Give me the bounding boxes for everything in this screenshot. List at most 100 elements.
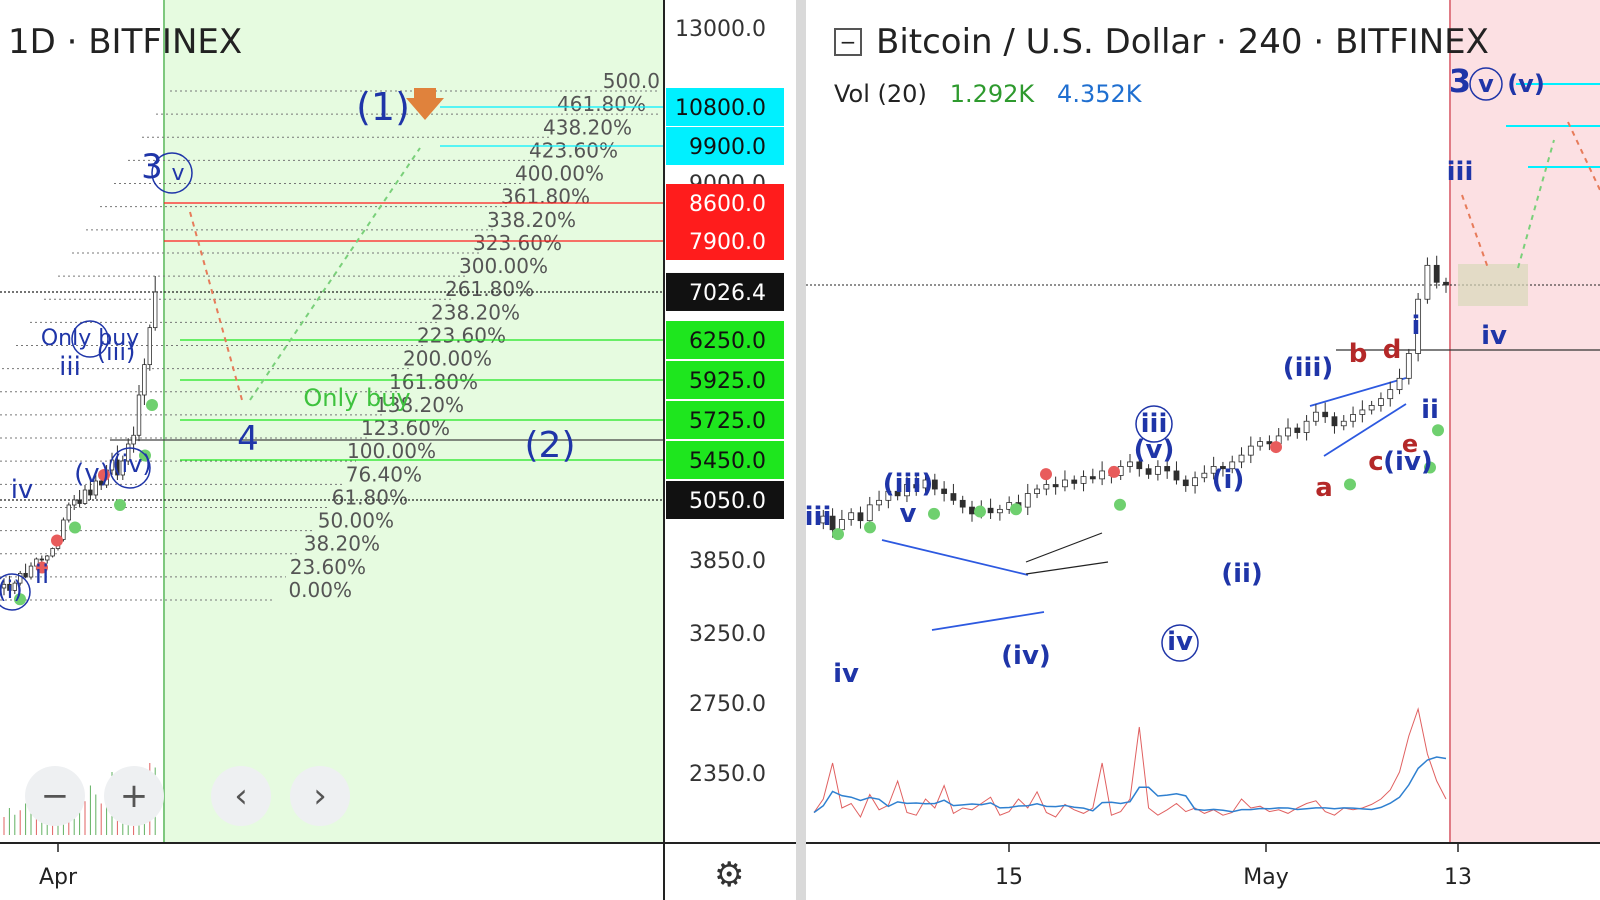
projection-zone	[164, 0, 664, 843]
projected-drop-arrow-2	[1567, 121, 1600, 191]
wave-label-15: e	[1402, 430, 1418, 458]
fib-label: 461.80%	[557, 92, 646, 116]
candle-body	[1173, 470, 1180, 481]
price-tick: 2350.0	[689, 762, 766, 787]
left-chart-panel: 500.0 461.80% 438.20% 423.60% 400.00% 361.80%…	[0, 0, 796, 900]
price-tag-bg	[666, 481, 784, 519]
price-tag-6250.0: 6250.0	[689, 329, 766, 354]
wave-circle	[1469, 67, 1503, 101]
candle-body	[1415, 298, 1422, 354]
wave-label-19: iii	[1447, 157, 1474, 187]
candle-body	[1303, 420, 1310, 433]
flag-bottom	[1025, 561, 1109, 575]
candle-body	[142, 364, 147, 396]
candle-body	[1154, 466, 1161, 475]
candle-body	[1145, 468, 1152, 475]
left-time-axis: Apr	[39, 843, 78, 890]
candle-body	[1229, 461, 1236, 470]
wave-label-14: d	[1383, 335, 1402, 365]
candle-body	[1378, 398, 1384, 406]
candle-body	[904, 484, 910, 497]
volume-value-b: 4.352K	[1057, 80, 1142, 108]
candle-body	[152, 291, 158, 329]
candle-body	[77, 499, 82, 504]
left-candles	[1, 276, 158, 606]
left-chart-canvas[interactable]: 500.0461.80%438.20%423.60%400.00%361.80%…	[0, 0, 796, 900]
fib-label: 0.00%	[288, 578, 352, 602]
buy-signal-dot	[928, 507, 940, 520]
price-tag-7026.4: 7026.4	[689, 281, 766, 306]
candle-body	[131, 434, 136, 445]
candle-body	[987, 507, 994, 514]
fib-levels: 500.0461.80%438.20%423.60%400.00%361.80%…	[0, 69, 660, 602]
wave-label-1: iv	[833, 659, 859, 689]
candle-body	[1210, 466, 1217, 474]
volume-average-line	[813, 756, 1447, 814]
candle-body	[12, 582, 17, 591]
candle-body	[1285, 427, 1291, 437]
candle-body	[1387, 389, 1394, 400]
wave-label-8: (i)	[1212, 465, 1245, 495]
candle-body	[66, 504, 71, 521]
candle-body	[1247, 445, 1254, 456]
zoom-out-button[interactable]: −	[25, 766, 85, 826]
right-chart-panel: iii iv (iii) v (iv) iii (v) iv (i) (ii) (iii) a b c d e…	[806, 0, 1600, 900]
candle-body	[1192, 477, 1198, 487]
right-chart-header: − Bitcoin / U.S. Dollar · 240 · BITFINEX	[834, 22, 1489, 62]
fib-label: 38.20%	[304, 532, 380, 556]
candle-body	[23, 572, 28, 578]
volume-legend-label: Vol (20)	[834, 80, 927, 108]
buy-signal-dot	[1344, 478, 1356, 491]
candle-body	[1340, 420, 1347, 427]
wave-circle	[109, 447, 151, 489]
fib-label: 161.80%	[389, 370, 478, 394]
wave-ii-paren-label: ii	[35, 560, 49, 590]
candle-body	[1359, 409, 1366, 415]
settings-gear-icon[interactable]: ⚙	[714, 855, 745, 895]
candle-body	[848, 512, 855, 520]
right-chart-title: Bitcoin / U.S. Dollar · 240 · BITFINEX	[876, 22, 1489, 62]
scroll-left-button[interactable]: ‹	[211, 766, 271, 826]
wave-circle	[1135, 405, 1173, 443]
fib-label: 400.00%	[515, 162, 604, 186]
wave-label-6: (v)	[1134, 435, 1175, 465]
candle-body	[1424, 264, 1431, 300]
candle-body	[17, 572, 23, 584]
fib-label: 61.80%	[332, 485, 408, 509]
wave-label-16: (iv)	[1383, 447, 1433, 477]
fib-label: 500.0	[603, 69, 660, 93]
chevron-right-icon: ›	[313, 776, 327, 816]
fib-label: 223.60%	[417, 324, 506, 348]
projected-rise-arrow	[1517, 139, 1555, 269]
candle-body	[1312, 411, 1319, 422]
fib-label: 50.00%	[318, 509, 394, 533]
collapse-icon[interactable]: −	[834, 28, 862, 56]
price-tag-5050.0: 5050.0	[689, 489, 766, 514]
zoom-in-button[interactable]: +	[104, 766, 164, 826]
fib-label: 100.00%	[347, 439, 436, 463]
left-price-axis: 10800.09900.09000.08600.07900.07026.4625…	[666, 17, 784, 787]
right-chart-canvas[interactable]: iiiiv(iii)v(iv)iii(v)iv(i)(ii)(iii)abcde…	[806, 0, 1600, 900]
candle-body	[1127, 461, 1133, 467]
candle-body	[996, 508, 1003, 514]
scroll-right-button[interactable]: ›	[290, 766, 350, 826]
fib-label: 300.00%	[459, 254, 548, 278]
buy-signal-dot	[1424, 461, 1436, 474]
candle-body	[39, 558, 44, 561]
candle-body	[1, 583, 7, 589]
candle-body	[28, 565, 34, 578]
fib-label: 23.60%	[290, 555, 366, 579]
fib-label: 138.20%	[375, 393, 464, 417]
sell-signal-dot	[98, 469, 110, 481]
price-tick: 3250.0	[689, 622, 766, 647]
sell-signal-dot	[1270, 441, 1282, 454]
fib-label: 76.40%	[346, 462, 422, 486]
price-tag-bg	[666, 361, 784, 399]
wedge-bottom	[931, 611, 1045, 631]
buy-signal-dot	[832, 528, 844, 541]
wave-label-13: c	[1368, 447, 1383, 477]
candle-body	[1322, 411, 1329, 418]
candle-body	[1294, 427, 1301, 433]
price-tag-bg	[666, 441, 784, 479]
sell-zone	[1450, 0, 1600, 843]
